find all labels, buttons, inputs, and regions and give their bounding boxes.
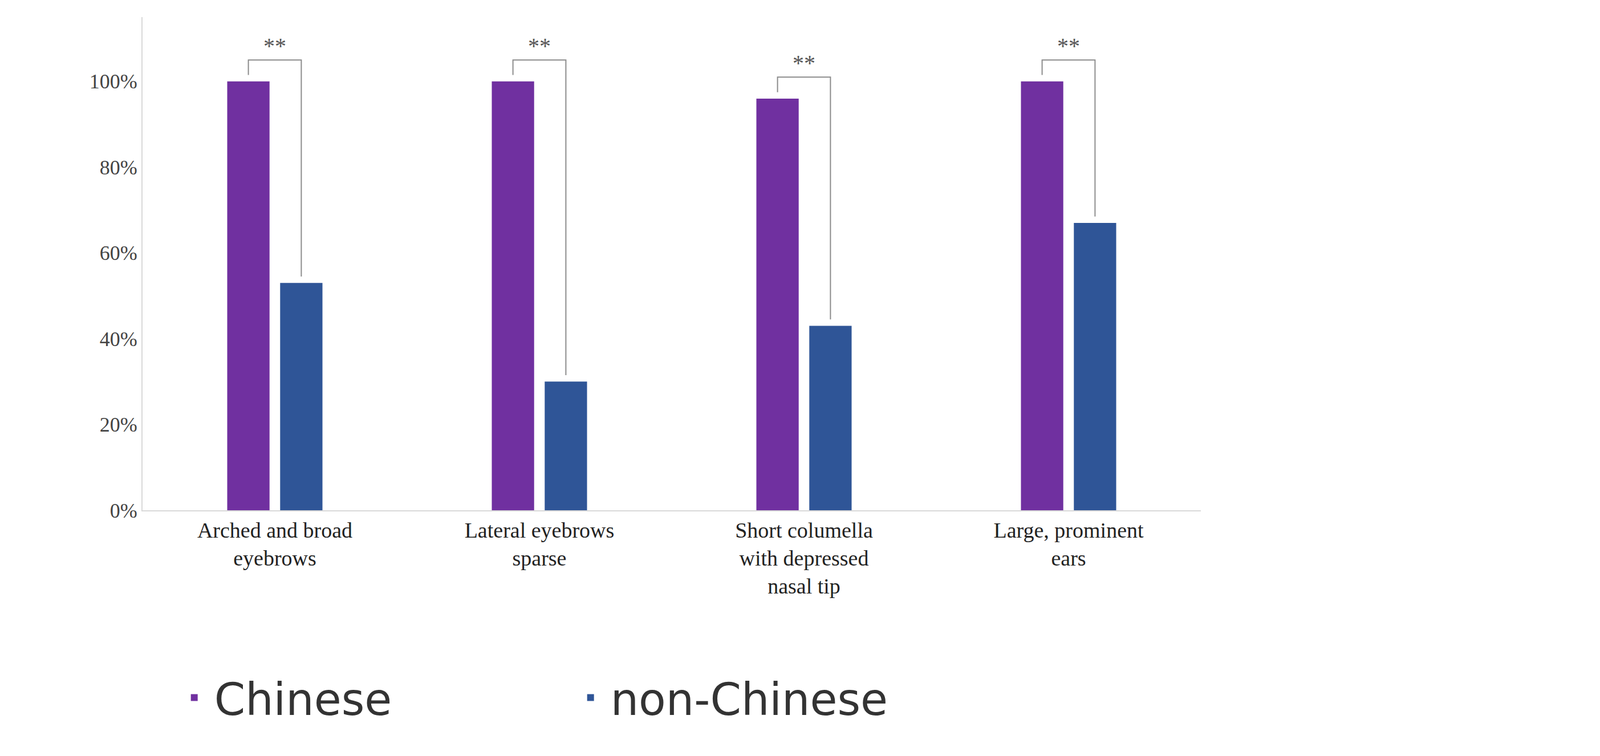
svg-text:Lateral eyebrowssparse: Lateral eyebrowssparse: [464, 518, 615, 571]
svg-text:60%: 60%: [99, 241, 138, 265]
svg-text:80%: 80%: [99, 156, 138, 180]
svg-text:**: **: [792, 50, 816, 76]
svg-text:non-Chinese: non-Chinese: [610, 673, 888, 726]
svg-text:**: **: [528, 33, 551, 59]
svg-text:0%: 0%: [110, 499, 138, 523]
svg-text:**: **: [1057, 33, 1080, 59]
svg-text:40%: 40%: [99, 327, 138, 351]
svg-text:Short columellawith depressedn: Short columellawith depressednasal tip: [734, 518, 873, 599]
svg-text:Large, prominentears: Large, prominentears: [993, 518, 1144, 571]
svg-text:**: **: [263, 33, 287, 59]
svg-text:Arched and broadeyebrows: Arched and broadeyebrows: [197, 518, 353, 571]
svg-text:100%: 100%: [89, 70, 138, 93]
svg-text:Chinese: Chinese: [214, 673, 393, 726]
svg-text:20%: 20%: [99, 413, 138, 437]
